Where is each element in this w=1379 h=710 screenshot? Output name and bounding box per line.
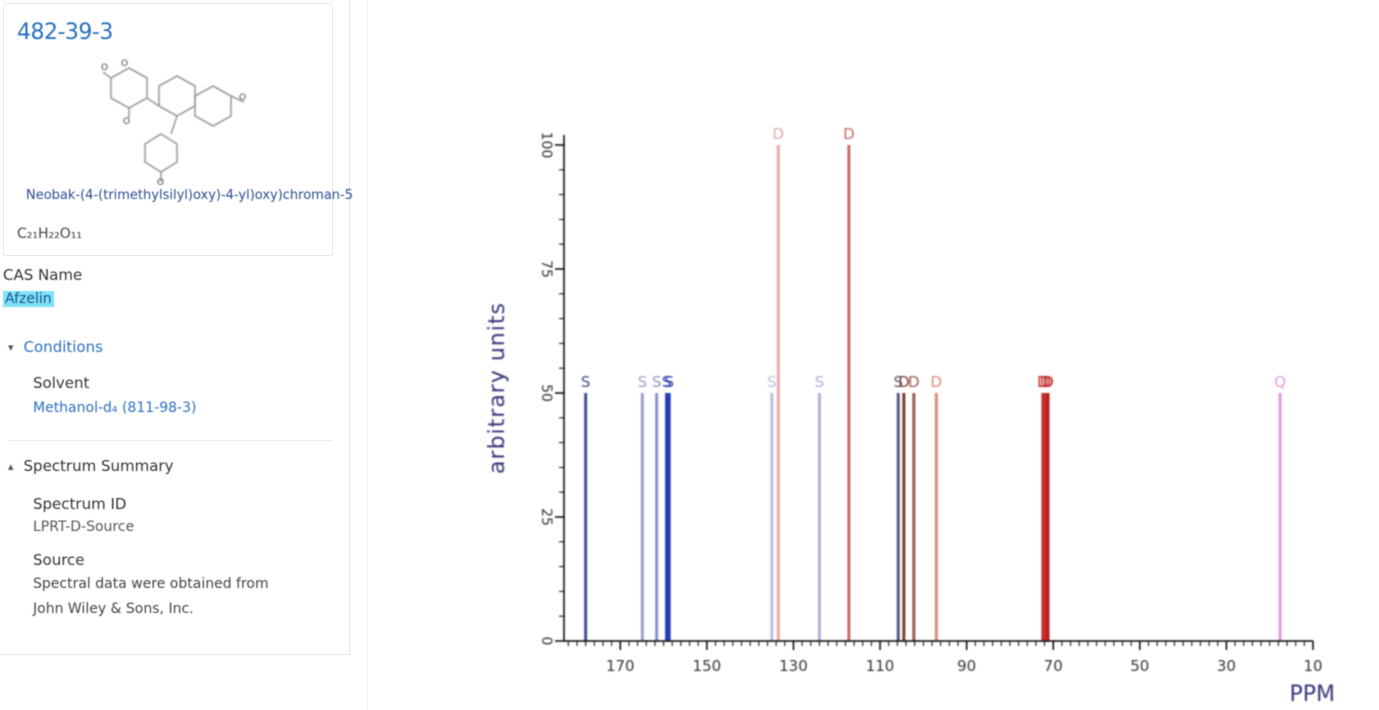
- spectrum-id-label: Spectrum ID: [33, 495, 127, 513]
- peak-label: S: [662, 373, 672, 391]
- cas-name-highlight: Afzelin: [3, 291, 54, 307]
- peak-label: D: [1037, 373, 1049, 391]
- peak-label: S: [893, 373, 903, 391]
- peak-label: D: [908, 373, 920, 391]
- cas-name-label: CAS Name: [3, 266, 83, 284]
- cas-name-value: Afzelin: [3, 291, 54, 307]
- chemical-structure-image: O O O O O: [101, 59, 246, 186]
- y-tick-label: 75: [538, 260, 554, 278]
- caret-down-icon: ▾: [8, 340, 14, 354]
- nmr-spectrum-chart: S S S S S S D S D S D D D D D D Q 170 150 130 110 90 70 50 30 10 0…: [470, 90, 1370, 710]
- svg-text:O: O: [101, 63, 108, 73]
- x-tick-label: 130: [779, 657, 808, 675]
- peak-label: D: [931, 373, 943, 391]
- source-label: Source: [33, 551, 85, 569]
- peak-label: D: [898, 373, 910, 391]
- spectrum-summary-toggle[interactable]: ▴ Spectrum Summary: [8, 457, 173, 475]
- y-tick-label: 100: [538, 132, 554, 159]
- peak-label: D: [1042, 373, 1054, 391]
- x-tick-label: 70: [1044, 657, 1063, 675]
- x-tick-label: 10: [1303, 657, 1322, 675]
- chemical-name-link[interactable]: Neobak-(4-(trimethylsilyl)oxy)-4-yl)oxy)…: [26, 188, 354, 203]
- x-tick-label: 30: [1217, 657, 1236, 675]
- y-axis-label: arbitrary units: [485, 302, 510, 474]
- peak-label: S: [638, 373, 648, 391]
- peak-label: D: [1040, 373, 1052, 391]
- panel-separator: [367, 0, 368, 710]
- peak-label: Q: [1274, 373, 1286, 391]
- svg-text:O: O: [239, 93, 246, 103]
- x-tick-label: 110: [866, 657, 895, 675]
- molecular-formula: C₂₁H₂₂O₁₁: [17, 226, 82, 242]
- compound-sidebar: 482-39-3 O O O O O Neobak-(4-(trimethylsil…: [0, 0, 353, 655]
- y-tick-label: 25: [538, 508, 554, 526]
- x-tick-label: 50: [1130, 657, 1149, 675]
- conditions-toggle[interactable]: ▾ Conditions: [8, 338, 103, 356]
- y-tick-label: 50: [538, 384, 554, 402]
- spectrum-summary-header: Spectrum Summary: [23, 457, 174, 475]
- x-tick-label: 170: [606, 657, 635, 675]
- compound-card: 482-39-3 O O O O O Neobak-(4-(trimethylsil…: [3, 3, 353, 256]
- peak-label: S: [815, 373, 825, 391]
- peak-label: S: [664, 373, 674, 391]
- cas-number-link[interactable]: 482-39-3: [17, 20, 113, 45]
- solvent-value-link[interactable]: Methanol-d₄ (811-98-3): [33, 400, 197, 416]
- section-divider: [8, 440, 333, 441]
- y-tick-label: 0: [538, 637, 554, 646]
- source-line-1: Spectral data were obtained from: [33, 576, 269, 592]
- peak-label: D: [773, 125, 785, 143]
- svg-text:O: O: [157, 178, 164, 186]
- svg-text:O: O: [121, 59, 128, 69]
- peak-label: S: [581, 373, 591, 391]
- caret-up-icon: ▴: [8, 459, 14, 473]
- solvent-label: Solvent: [33, 374, 90, 392]
- spectrum-id-value: LPRT-D-Source: [33, 519, 135, 535]
- x-axis-label: PPM: [1289, 682, 1335, 707]
- x-tick-label: 90: [957, 657, 976, 675]
- peak-label: S: [652, 373, 662, 391]
- source-line-2: John Wiley & Sons, Inc.: [33, 601, 194, 617]
- peak-label: D: [843, 125, 855, 143]
- peak-label: S: [767, 373, 777, 391]
- conditions-header: Conditions: [23, 338, 103, 356]
- x-tick-label: 150: [693, 657, 722, 675]
- svg-text:O: O: [123, 117, 130, 127]
